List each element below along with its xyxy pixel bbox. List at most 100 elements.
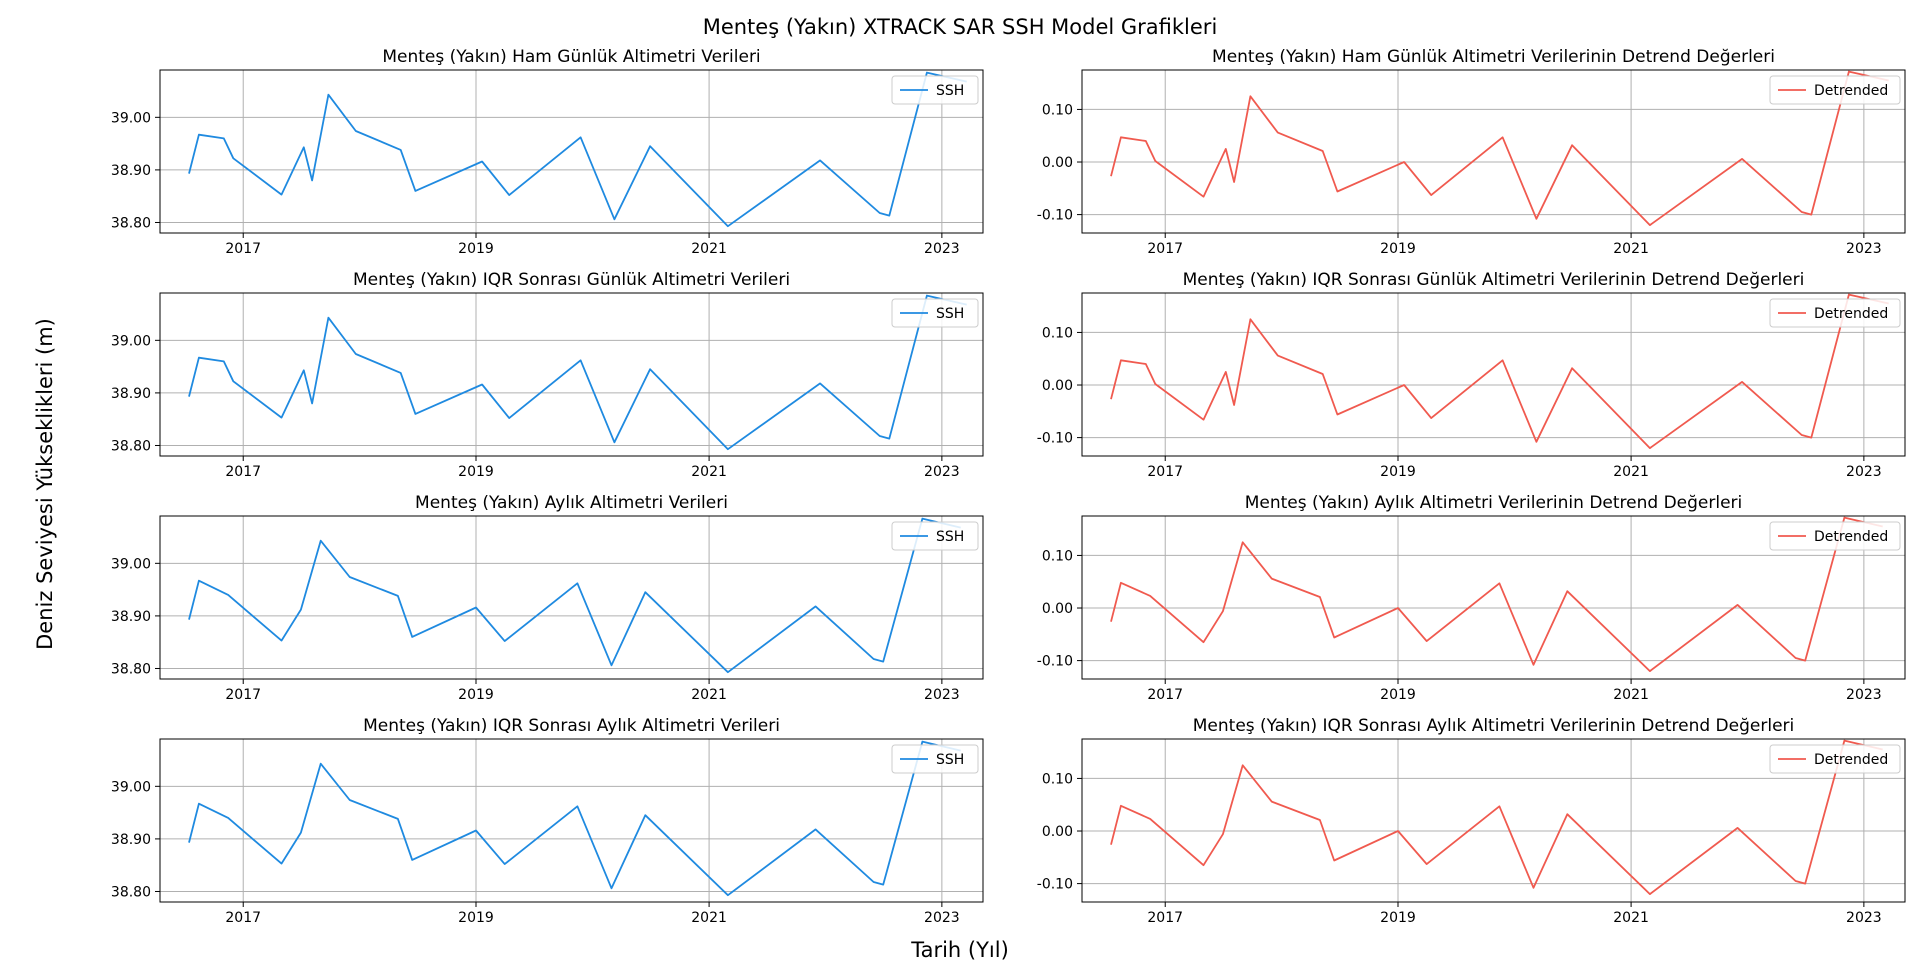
x-tick-label: 2017 [1147, 464, 1183, 480]
x-tick-label: 2019 [458, 687, 494, 703]
x-tick-label: 2019 [1380, 687, 1416, 703]
legend-label: SSH [936, 752, 964, 768]
x-tick-label: 2017 [1147, 687, 1183, 703]
chart-title: Menteş (Yakın) Ham Günlük Altimetri Veri… [1212, 47, 1775, 67]
x-tick-label: 2019 [458, 464, 494, 480]
legend-label: Detrended [1814, 529, 1888, 545]
x-tick-label: 2017 [225, 241, 261, 257]
y-tick-label: 39.00 [111, 333, 151, 349]
legend: Detrended [1769, 744, 1901, 774]
plot-frame [159, 738, 984, 903]
y-tick-label: 0.00 [1042, 601, 1073, 617]
series-line-ssh [188, 71, 967, 228]
legend-box [891, 744, 979, 774]
chart-panel-2: 2017 2019 2021 2023 -0.10 0.00 0.10 Menteş (Yak… [1037, 47, 1906, 257]
series-line-detrended [1110, 739, 1883, 895]
y-tick-label: 39.00 [111, 779, 151, 795]
x-tick-label: 2023 [1846, 687, 1882, 703]
chart-panel-6: 2017 2019 2021 2023 -0.10 0.00 0.10 Menteş (Yak… [1037, 493, 1906, 703]
legend-box [1769, 298, 1901, 328]
chart-title: Menteş (Yakın) IQR Sonrası Aylık Altimet… [363, 716, 780, 736]
legend-box [891, 75, 979, 105]
x-tick-label: 2023 [924, 464, 960, 480]
legend-box [891, 521, 979, 551]
x-tick-label: 2019 [1380, 464, 1416, 480]
x-tick-label: 2021 [1613, 241, 1649, 257]
legend: SSH [891, 298, 979, 328]
plot-frame [1081, 515, 1906, 680]
y-tick-label: 38.80 [111, 438, 151, 454]
series-line-ssh [188, 294, 967, 451]
x-tick-label: 2021 [691, 464, 727, 480]
x-tick-label: 2023 [924, 241, 960, 257]
x-tick-label: 2017 [1147, 910, 1183, 926]
y-tick-label: 0.10 [1042, 325, 1073, 341]
x-tick-label: 2019 [458, 910, 494, 926]
figure-title: Menteş (Yakın) XTRACK SAR SSH Model Graf… [703, 15, 1218, 39]
legend-box [1769, 75, 1901, 105]
plot-frame [159, 515, 984, 680]
x-tick-label: 2019 [1380, 241, 1416, 257]
chart-panel-7: 2017 2019 2021 2023 38.80 38.90 39.00 Menteş (Y… [111, 716, 984, 926]
x-tick-label: 2019 [1380, 910, 1416, 926]
chart-panel-5: 2017 2019 2021 2023 38.80 38.90 39.00 Menteş (Y… [111, 493, 984, 703]
y-tick-label: 38.80 [111, 884, 151, 900]
x-tick-label: 2017 [1147, 241, 1183, 257]
legend: SSH [891, 75, 979, 105]
y-tick-label: 39.00 [111, 556, 151, 572]
legend-label: SSH [936, 83, 964, 99]
y-tick-label: -0.10 [1037, 208, 1073, 224]
plot-frame [1081, 69, 1906, 234]
chart-panel-1: 2017 2019 2021 2023 38.80 38.90 39.00 Menteş (Y… [111, 47, 984, 257]
y-tick-label: 0.00 [1042, 155, 1073, 171]
x-tick-label: 2017 [225, 464, 261, 480]
plot-frame [159, 69, 984, 234]
legend-label: SSH [936, 306, 964, 322]
chart-panel-3: 2017 2019 2021 2023 38.80 38.90 39.00 Menteş (Y… [111, 270, 984, 480]
legend-box [1769, 744, 1901, 774]
y-tick-label: -0.10 [1037, 431, 1073, 447]
y-tick-label: 38.90 [111, 386, 151, 402]
x-tick-label: 2019 [458, 241, 494, 257]
chart-title: Menteş (Yakın) IQR Sonrası Aylık Altimet… [1193, 716, 1795, 736]
x-tick-label: 2023 [924, 910, 960, 926]
legend: Detrended [1769, 521, 1901, 551]
x-tick-label: 2021 [691, 687, 727, 703]
y-tick-label: 39.00 [111, 110, 151, 126]
plot-frame [1081, 292, 1906, 457]
y-tick-label: 0.00 [1042, 378, 1073, 394]
plot-frame [159, 292, 984, 457]
y-tick-label: 38.80 [111, 661, 151, 677]
series-line-detrended [1110, 70, 1889, 227]
legend-box [1769, 521, 1901, 551]
figure-xlabel: Tarih (Yıl) [910, 938, 1009, 962]
y-tick-label: 0.00 [1042, 824, 1073, 840]
x-tick-label: 2017 [225, 910, 261, 926]
y-tick-label: -0.10 [1037, 877, 1073, 893]
legend-box [891, 298, 979, 328]
legend-label: Detrended [1814, 752, 1888, 768]
legend: Detrended [1769, 75, 1901, 105]
plot-frame [1081, 738, 1906, 903]
x-tick-label: 2021 [1613, 687, 1649, 703]
y-tick-label: 38.90 [111, 832, 151, 848]
legend-label: Detrended [1814, 306, 1888, 322]
x-tick-label: 2021 [691, 910, 727, 926]
chart-panel-8: 2017 2019 2021 2023 -0.10 0.00 0.10 Menteş (Yak… [1037, 716, 1906, 926]
legend: Detrended [1769, 298, 1901, 328]
x-tick-label: 2023 [1846, 241, 1882, 257]
legend-label: SSH [936, 529, 964, 545]
series-line-detrended [1110, 516, 1883, 672]
series-line-ssh [188, 740, 961, 897]
legend-label: Detrended [1814, 83, 1888, 99]
chart-title: Menteş (Yakın) Ham Günlük Altimetri Veri… [382, 47, 760, 67]
legend: SSH [891, 521, 979, 551]
y-tick-label: 38.80 [111, 215, 151, 231]
chart-title: Menteş (Yakın) Aylık Altimetri Verilerin… [1245, 493, 1743, 513]
y-tick-label: 38.90 [111, 609, 151, 625]
chart-panel-4: 2017 2019 2021 2023 -0.10 0.00 0.10 Menteş (Yak… [1037, 270, 1906, 480]
y-tick-label: 0.10 [1042, 771, 1073, 787]
x-tick-label: 2021 [691, 241, 727, 257]
x-tick-label: 2021 [1613, 464, 1649, 480]
